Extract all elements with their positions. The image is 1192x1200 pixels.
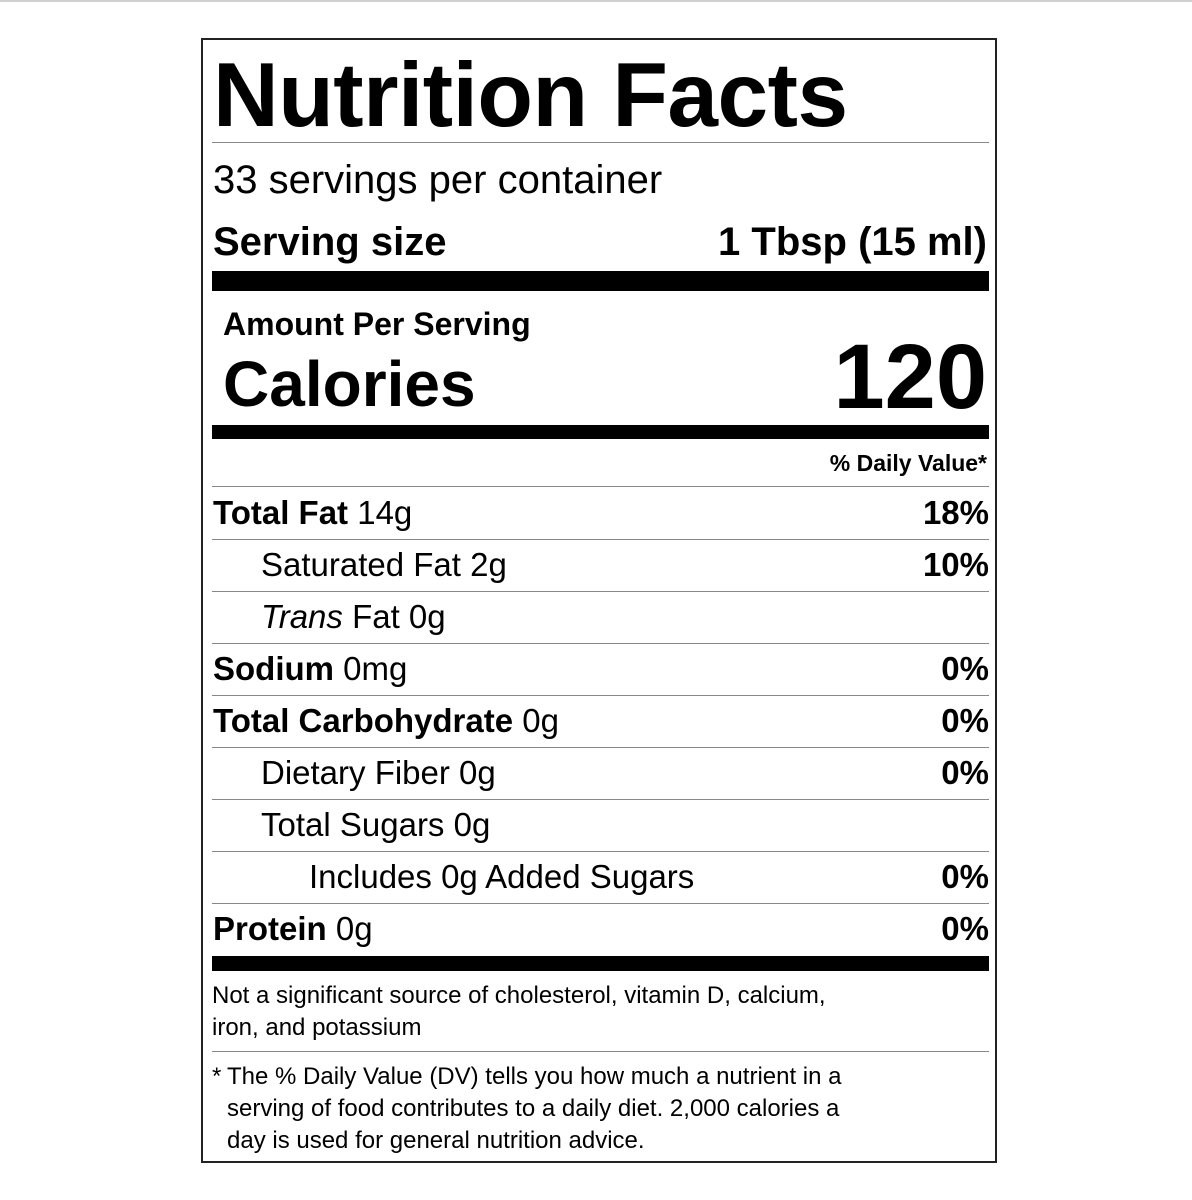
nutrient-label: Dietary Fiber xyxy=(261,754,450,791)
nutrient-row: Total Carbohydrate 0g 0% xyxy=(212,695,989,747)
nutrient-name: Trans Fat 0g xyxy=(261,591,446,643)
nutrient-label: Sodium xyxy=(213,650,334,687)
nutrient-label: Includes 0g Added Sugars xyxy=(309,858,695,895)
divider xyxy=(212,591,989,592)
nutrient-name: Total Fat 14g xyxy=(213,487,412,539)
divider xyxy=(212,1051,989,1052)
label-title: Nutrition Facts xyxy=(213,45,848,146)
nutrient-row: Dietary Fiber 0g 0% xyxy=(212,747,989,799)
serving-size-value: 1 Tbsp (15 ml) xyxy=(718,220,987,264)
nutrient-name: Total Carbohydrate 0g xyxy=(213,695,559,747)
nutrient-label: Total Carbohydrate xyxy=(213,702,514,739)
nutrient-row: Protein 0g 0% xyxy=(212,903,989,955)
divider xyxy=(212,142,989,143)
divider xyxy=(212,695,989,696)
nutrient-amount: Fat 0g xyxy=(342,598,446,635)
medium-divider xyxy=(212,956,989,971)
nutrient-label: Total Sugars xyxy=(261,806,445,843)
serving-size-label: Serving size xyxy=(213,220,447,264)
daily-value-percent: 0% xyxy=(941,754,989,791)
daily-value-percent: 0% xyxy=(941,910,989,947)
not-significant-line: Not a significant source of cholesterol,… xyxy=(212,982,826,1009)
medium-divider xyxy=(212,425,989,439)
calories-value: 120 xyxy=(833,326,988,428)
divider xyxy=(212,747,989,748)
nutrient-row: Trans Fat 0g xyxy=(212,591,989,643)
nutrient-row: Total Sugars 0g xyxy=(212,799,989,851)
nutrient-row: Total Fat 14g 18% xyxy=(212,487,989,539)
divider xyxy=(212,539,989,540)
daily-value-percent: 0% xyxy=(941,702,989,739)
nutrient-name: Dietary Fiber 0g xyxy=(261,747,496,799)
nutrient-row: Includes 0g Added Sugars 0% xyxy=(212,851,989,903)
footnote-line: The % Daily Value (DV) tells you how muc… xyxy=(227,1063,842,1090)
nutrient-name: Includes 0g Added Sugars xyxy=(309,851,694,903)
divider xyxy=(212,903,989,904)
nutrient-name: Sodium 0mg xyxy=(213,643,407,695)
not-significant-line: iron, and potassium xyxy=(212,1014,422,1041)
nutrient-amount: 2g xyxy=(460,546,507,583)
daily-value-percent: 0% xyxy=(941,858,989,895)
divider xyxy=(212,799,989,800)
footnote-line: day is used for general nutrition advice… xyxy=(227,1127,645,1154)
nutrition-facts-label: Nutrition Facts 33 servings per containe… xyxy=(201,38,997,1163)
nutrient-label: Total Fat xyxy=(213,494,349,531)
thick-divider xyxy=(212,271,989,291)
divider xyxy=(212,851,989,852)
footnote-asterisk: * xyxy=(212,1063,222,1090)
divider xyxy=(212,486,989,487)
nutrient-amount: 0mg xyxy=(334,650,408,687)
nutrient-amount: 0g xyxy=(444,806,491,843)
footnote-line: serving of food contributes to a daily d… xyxy=(227,1095,840,1122)
nutrient-row: Sodium 0mg 0% xyxy=(212,643,989,695)
daily-value-header: % Daily Value* xyxy=(829,450,987,476)
nutrient-label: Protein xyxy=(213,910,327,947)
nutrient-name: Saturated Fat 2g xyxy=(261,539,507,591)
nutrient-name: Total Sugars 0g xyxy=(261,799,490,851)
nutrient-label: Trans xyxy=(261,598,343,635)
nutrient-row: Saturated Fat 2g 10% xyxy=(212,539,989,591)
divider xyxy=(212,643,989,644)
nutrient-amount: 0g xyxy=(326,910,373,947)
nutrient-name: Protein 0g xyxy=(213,903,373,955)
nutrient-amount: 14g xyxy=(348,494,413,531)
nutrient-label: Saturated Fat xyxy=(261,546,461,583)
nutrient-amount: 0g xyxy=(513,702,559,739)
daily-value-percent: 10% xyxy=(922,546,989,583)
calories-label: Calories xyxy=(223,348,476,420)
servings-per-container: 33 servings per container xyxy=(213,158,663,202)
nutrient-amount: 0g xyxy=(449,754,496,791)
amount-per-serving: Amount Per Serving xyxy=(223,306,531,342)
top-divider xyxy=(0,0,1192,2)
daily-value-percent: 0% xyxy=(941,650,989,687)
daily-value-percent: 18% xyxy=(922,494,989,531)
